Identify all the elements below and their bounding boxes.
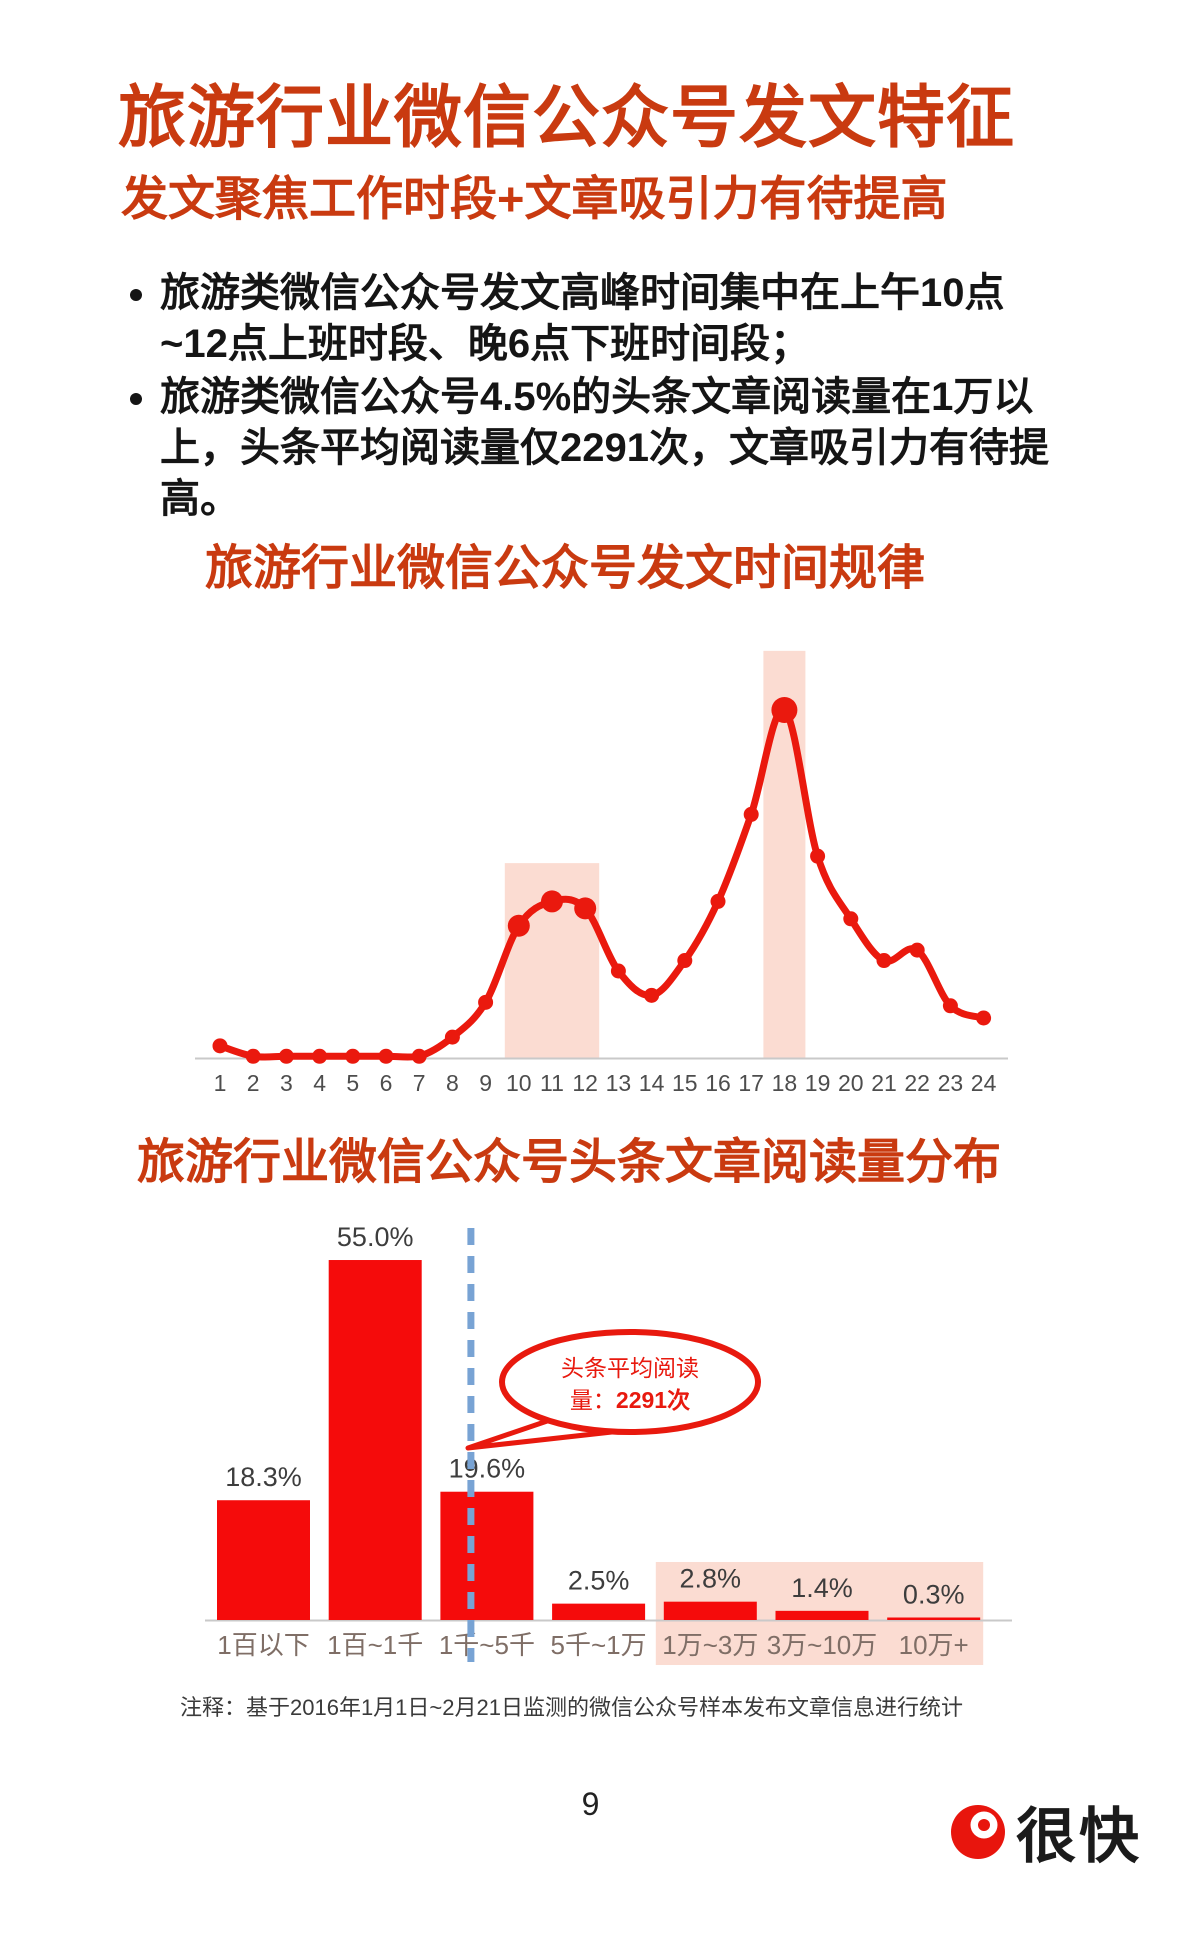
svg-text:10万+: 10万+ (899, 1630, 969, 1660)
svg-text:23: 23 (938, 1070, 964, 1096)
svg-text:量：2291次: 量：2291次 (570, 1387, 690, 1413)
svg-text:1: 1 (214, 1070, 227, 1096)
svg-text:55.0%: 55.0% (337, 1222, 414, 1252)
svg-text:5: 5 (346, 1070, 359, 1096)
svg-text:0.3%: 0.3% (903, 1580, 965, 1610)
page-title: 旅游行业微信公众号发文特征 (118, 80, 1016, 156)
svg-text:头条平均阅读: 头条平均阅读 (561, 1355, 699, 1381)
logo-text: 很快 (1016, 1803, 1142, 1870)
svg-text:2.8%: 2.8% (680, 1564, 742, 1594)
svg-text:1百~1千: 1百~1千 (327, 1630, 423, 1660)
brand-logo: 很快 (950, 1788, 1142, 1875)
page-number: 9 (581, 1786, 600, 1822)
bar-chart-title: 旅游行业微信公众号头条文章阅读量分布 (137, 1136, 1002, 1189)
svg-text:6: 6 (380, 1070, 393, 1096)
summary-bullets: 旅游类微信公众号发文高峰时间集中在上午10点~12点上班时段、晚6点下班时间段；… (100, 268, 1060, 527)
svg-text:1千~5千: 1千~5千 (439, 1630, 535, 1660)
line-chart-title: 旅游行业微信公众号发文时间规律 (205, 542, 926, 595)
svg-text:13: 13 (606, 1070, 632, 1096)
svg-text:18: 18 (772, 1070, 798, 1096)
svg-text:14: 14 (639, 1070, 665, 1096)
footnote: 注释：基于2016年1月1日~2月21日监测的微信公众号样本发布文章信息进行统计 (180, 1695, 963, 1720)
svg-text:15: 15 (672, 1070, 698, 1096)
svg-text:1.4%: 1.4% (791, 1573, 853, 1603)
svg-text:1百以下: 1百以下 (217, 1630, 309, 1660)
svg-text:8: 8 (446, 1070, 459, 1096)
svg-text:1万~3万: 1万~3万 (662, 1630, 758, 1660)
svg-text:3万~10万: 3万~10万 (767, 1630, 878, 1660)
svg-text:20: 20 (838, 1070, 864, 1096)
svg-text:7: 7 (413, 1070, 426, 1096)
read-count-bar-chart: 18.3% 1百以下 55.0% 1百~1千 19.6% 1千~5千 2.5% 5千~1万 2.… (150, 1220, 1030, 1700)
svg-text:16: 16 (705, 1070, 731, 1096)
svg-text:22: 22 (904, 1070, 930, 1096)
svg-text:5千~1万: 5千~1万 (551, 1630, 647, 1660)
svg-text:17: 17 (738, 1070, 764, 1096)
svg-text:21: 21 (871, 1070, 897, 1096)
svg-text:24: 24 (971, 1070, 997, 1096)
svg-text:4: 4 (313, 1070, 326, 1096)
svg-text:19.6%: 19.6% (449, 1454, 526, 1484)
page-subtitle: 发文聚焦工作时段+文章吸引力有待提高 (121, 172, 948, 225)
svg-text:9: 9 (479, 1070, 492, 1096)
svg-text:19: 19 (805, 1070, 831, 1096)
svg-text:11: 11 (540, 1070, 564, 1096)
logo-circle-icon (951, 1804, 1005, 1859)
svg-text:12: 12 (572, 1070, 598, 1096)
posting-time-line-chart: 1 2 3 4 5 6 7 8 9 10 11 12 13 14 15 16 17 18 19 20 21 22 23 24 (150, 618, 1030, 1118)
bullet-item: 旅游类微信公众号发文高峰时间集中在上午10点~12点上班时段、晚6点下班时间段； (160, 268, 1060, 370)
svg-text:2.5%: 2.5% (568, 1566, 630, 1596)
svg-text:10: 10 (506, 1070, 532, 1096)
svg-text:3: 3 (280, 1070, 293, 1096)
svg-text:2: 2 (247, 1070, 260, 1096)
svg-text:18.3%: 18.3% (225, 1462, 302, 1492)
bullet-item: 旅游类微信公众号4.5%的头条文章阅读量在1万以上，头条平均阅读量仅2291次，… (160, 372, 1060, 525)
